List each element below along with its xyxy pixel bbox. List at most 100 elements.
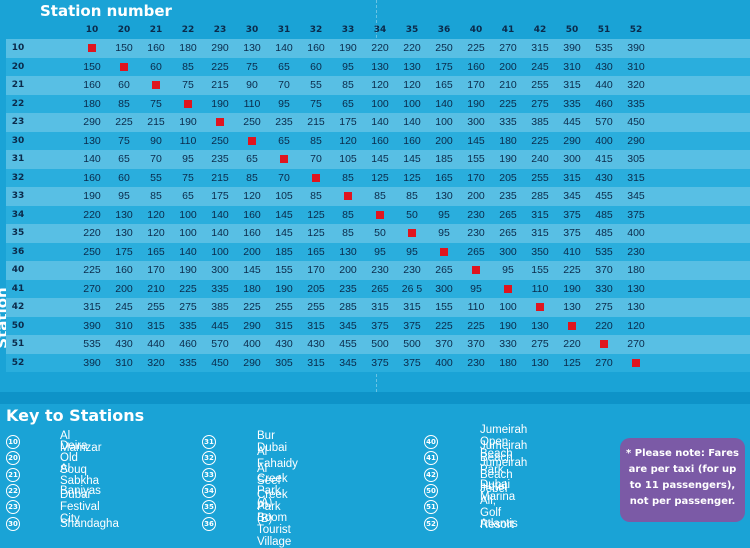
fare-cell: 460 [595,97,613,110]
station-name: Baniyas [60,485,101,498]
fare-cell: 290 [627,134,645,147]
table-row: 35 220 130 120 100 140 160 145 125 85 50 95 230 265 31… [6,224,750,243]
fare-cell: 430 [115,338,133,350]
fare-cell: 410 [563,245,581,258]
fare-cell: 165 [307,245,325,258]
row-header-51: 51 [11,339,25,350]
red-square-icon [312,173,320,182]
fare-cell: 375 [403,319,421,332]
same-station-marker [524,298,556,317]
fare-cell: 225 [211,60,229,73]
red-square-icon [280,155,288,164]
table-row: 41 270 200 210 225 335 180 190 205 235 265 26 5 300 9… [6,279,750,298]
station-number-badge: 21 [6,467,20,482]
fare-cell: 95 [342,60,354,73]
station-number-badge: 52 [424,516,438,531]
fare-cell: 300 [499,245,517,258]
station-name: Bur Dubai [257,430,288,455]
fare-cell: 225 [179,282,197,295]
fare-cell: 400 [627,227,645,239]
fare-cell: 75 [150,97,162,110]
fare-cell: 120 [403,79,421,91]
fare-cell: 70 [278,79,290,91]
fare-cell: 85 [342,171,354,184]
fare-cell: 165 [435,171,453,184]
fare-cell: 165 [147,245,165,258]
column-header-33: 33 [341,25,355,35]
fare-cell: 130 [435,190,453,202]
fare-cell: 430 [275,338,293,350]
station-name: Creek Park (B) [257,489,288,526]
fare-cell: 140 [83,153,101,165]
fare-cell: 130 [371,60,389,73]
fare-cell: 200 [339,264,357,276]
fare-cell: 290 [243,319,261,332]
fare-cell: 375 [627,208,645,221]
fare-cell: 130 [115,208,133,221]
fare-cell: 335 [179,356,197,369]
fare-cell: 220 [563,338,581,350]
table-row: 36 250 175 165 140 100 200 185 165 130 95 95 265 300 3… [6,242,750,261]
fare-cell: 385 [211,301,229,313]
fare-cell: 100 [179,227,197,239]
fare-cell: 85 [118,97,130,110]
fare-cell: 320 [147,356,165,369]
row-header-20: 20 [11,61,25,72]
fare-cell: 175 [211,190,229,202]
fare-cell: 180 [179,42,197,54]
fare-cell: 160 [115,264,133,276]
station-number-badge: 50 [424,484,438,499]
station-number-badge: 23 [6,500,20,515]
key-column-3: 40 Jumeirah Open Beach 41 Jumeirah Beach Pa… [424,424,527,532]
fare-cell: 270 [595,356,613,369]
fare-cell: 125 [307,227,325,239]
fare-cell: 190 [467,97,485,110]
key-item: 30 Shandagha [6,515,119,531]
fare-cell: 320 [627,79,645,91]
table-row: 33 190 95 85 65 175 120 105 85 85 85 130 200 235 285 34… [6,187,750,206]
station-number-badge: 20 [6,451,20,466]
fare-cell: 95 [406,245,418,258]
column-header-36: 36 [437,25,451,35]
fare-cell: 345 [339,319,357,332]
fare-cell: 440 [147,338,165,350]
fare-cell: 150 [83,60,101,73]
fare-cell: 570 [595,116,613,128]
fare-cell: 85 [310,134,322,147]
fare-cell: 95 [438,208,450,221]
table-row: 32 160 60 55 75 215 85 70 85 125 125 165 170 205 255 31… [6,168,750,187]
fare-cell: 95 [438,227,450,239]
fare-cell: 70 [310,153,322,165]
fare-cell: 65 [182,190,194,202]
fare-cell: 225 [563,264,581,276]
column-header-30: 30 [245,25,259,35]
fare-cell: 450 [627,116,645,128]
fare-cell: 130 [115,227,133,239]
fare-cell: 430 [307,338,325,350]
fare-cell: 215 [307,116,325,128]
fare-note: * Please note: Fares are per taxi (for u… [620,438,745,522]
fare-cell: 125 [307,208,325,221]
fare-cell: 305 [627,153,645,165]
fare-cell: 315 [403,301,421,313]
station-name: Al Sabkha [60,462,100,487]
fare-cell: 215 [147,116,165,128]
fare-cell: 160 [243,227,261,239]
station-name: Jumeirah Open Beach [480,424,528,461]
fare-cell: 570 [211,338,229,350]
fare-cell: 315 [83,301,101,313]
key-item: 20 Deira Old Souq [6,440,87,476]
key-title: Key to Stations [6,406,145,425]
same-station-marker [140,76,172,95]
fare-cell: 225 [83,264,101,276]
fare-cell: 155 [531,264,549,276]
fare-cell: 250 [83,245,101,258]
station-number-badge: 36 [202,516,216,531]
same-station-marker [460,261,492,280]
fare-cell: 330 [595,282,613,295]
fare-cell: 450 [211,356,229,369]
row-header-34: 34 [11,209,25,220]
red-square-icon [344,192,352,201]
row-header-22: 22 [11,98,25,109]
fare-cell: 140 [211,208,229,221]
